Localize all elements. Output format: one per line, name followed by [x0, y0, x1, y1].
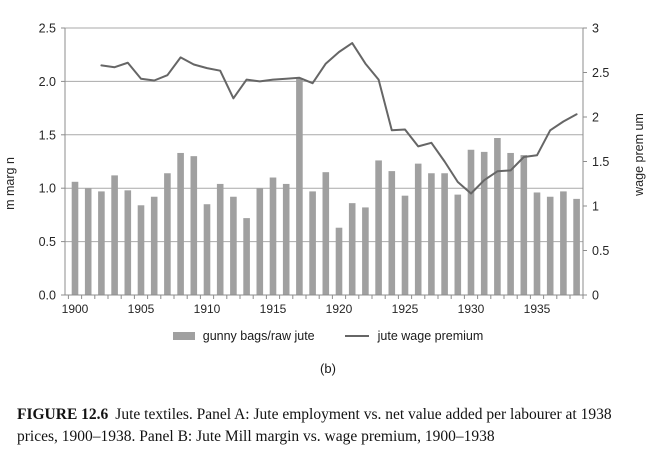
- left-axis-tick-label: 1.0: [39, 182, 56, 196]
- right-axis-title: wage prem um: [632, 113, 646, 197]
- bar-1901: [84, 188, 92, 295]
- bar-1906: [150, 196, 158, 295]
- right-axis-tick-label: 2.5: [592, 66, 609, 80]
- bar-1930: [467, 149, 475, 295]
- bar-1902: [98, 191, 105, 295]
- bar-1924: [388, 171, 396, 295]
- chart-canvas: 0.0 0.5 1.0 1.5 2.0 2.5 0 0.5 1 1.5 2 2.5 3 1900 1905 1…: [3, 22, 646, 317]
- x-axis-tick-label: 1935: [524, 302, 551, 316]
- bar-1915: [269, 177, 277, 295]
- bar-1908: [177, 152, 184, 295]
- bar-1923: [375, 160, 382, 295]
- bar-1914: [256, 188, 264, 295]
- left-axis-tick-label: 1.5: [39, 128, 56, 142]
- bar-1934: [520, 155, 528, 295]
- figure-caption-number: FIGURE 12.6: [17, 406, 109, 423]
- right-axis-tick-label: 0: [592, 289, 599, 303]
- bar-1929: [454, 194, 462, 295]
- bar-1931: [480, 151, 488, 295]
- right-axis-tick-label: 1.5: [592, 155, 609, 169]
- bar-1905: [137, 205, 145, 295]
- right-axis-tick-label: 0.5: [592, 244, 609, 258]
- bar-1912: [230, 196, 237, 295]
- x-axis-tick-label: 1900: [62, 302, 89, 316]
- bar-1933: [507, 152, 514, 295]
- right-axis-tick-label: 2: [592, 111, 599, 125]
- bar-1937: [560, 191, 567, 295]
- bar-1932: [494, 138, 501, 295]
- bar-1935: [533, 192, 541, 295]
- left-axis-tick-label: 2.5: [39, 22, 56, 36]
- bar-1938: [573, 198, 580, 295]
- bar-1904: [124, 190, 132, 295]
- bar-1921: [348, 203, 356, 295]
- bar-1928: [441, 173, 448, 295]
- bar-1918: [309, 191, 316, 295]
- bar-1927: [428, 173, 435, 295]
- bar-1936: [546, 196, 554, 295]
- bar-1926: [414, 163, 422, 295]
- bar-1917: [296, 78, 303, 295]
- x-axis-tick-label: 1910: [194, 302, 221, 316]
- bar-1911: [216, 183, 224, 295]
- x-axis-tick-label: 1915: [260, 302, 287, 316]
- jute-chart: 0.0 0.5 1.0 1.5 2.0 2.5 0 0.5 1 1.5 2 2.5 3 1900 1905 1…: [3, 22, 646, 317]
- x-axis-tick-label: 1905: [128, 302, 155, 316]
- x-axis-tick-label: 1925: [392, 302, 419, 316]
- bar-1910: [203, 204, 211, 295]
- legend-bar-label: gunny bags/raw jute: [202, 329, 315, 343]
- legend-bar-swatch-icon: [172, 332, 195, 340]
- left-axis-title: m marg n: [3, 157, 17, 210]
- x-axis-tick-label: 1930: [458, 302, 485, 316]
- bar-1913: [243, 218, 250, 295]
- bar-1920: [335, 227, 343, 295]
- left-axis-tick-label: 0.5: [39, 235, 56, 249]
- left-axis-tick-label: 0.0: [39, 289, 56, 303]
- figure-caption: FIGURE 12.6 Jute textiles. Panel A: Jute …: [17, 404, 645, 449]
- bar-1903: [111, 175, 118, 295]
- bar-1925: [401, 195, 409, 295]
- figure-caption-text: Jute textiles. Panel A: Jute employment …: [17, 406, 612, 446]
- legend-line-swatch-icon: [344, 335, 369, 337]
- wage-premium-line: [100, 42, 578, 195]
- bar-1900: [71, 181, 79, 295]
- chart-legend: gunny bags/raw jute jute wage premium: [0, 329, 656, 343]
- right-axis-tick-label: 1: [592, 200, 599, 214]
- bar-1916: [282, 183, 290, 295]
- bar-1909: [190, 156, 198, 295]
- x-axis-tick-label: 1920: [326, 302, 353, 316]
- legend-line-label: jute wage premium: [377, 329, 484, 343]
- panel-label: (b): [320, 361, 336, 376]
- bar-1922: [362, 207, 369, 295]
- bar-1919: [322, 172, 330, 295]
- bar-1907: [164, 173, 171, 295]
- left-axis-tick-label: 2.0: [39, 75, 56, 89]
- right-axis-tick-label: 3: [592, 22, 599, 36]
